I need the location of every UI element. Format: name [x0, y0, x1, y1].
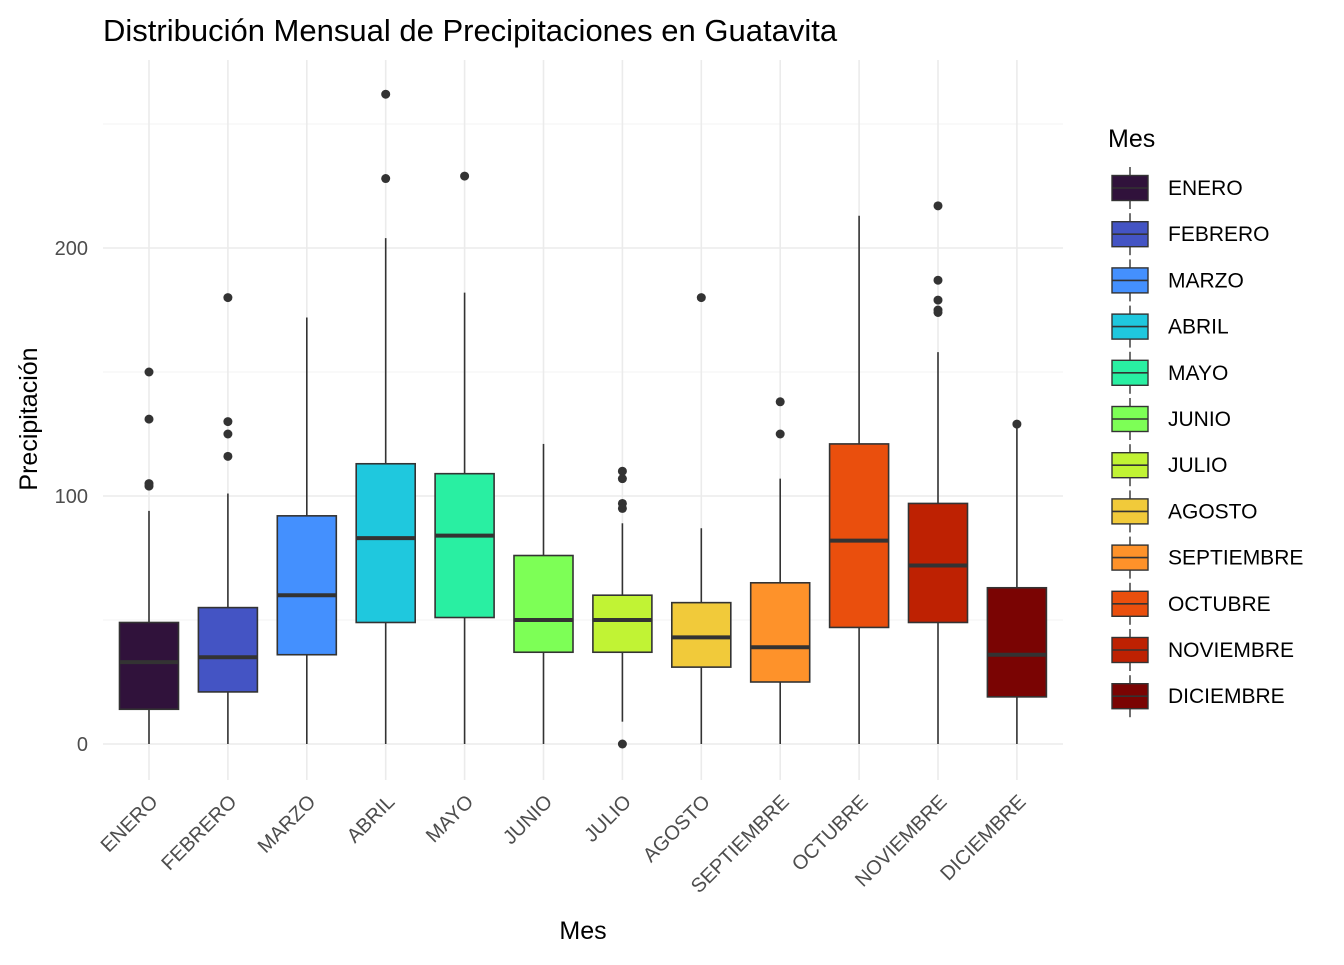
x-tick-label: JUNIO — [499, 791, 557, 849]
outlier-point — [144, 414, 154, 424]
box-enero — [118, 367, 180, 744]
legend-label: JULIO — [1168, 454, 1228, 477]
box-body — [276, 515, 338, 656]
outlier-point — [617, 474, 627, 484]
box-body — [670, 601, 732, 668]
y-axis-title: Precipitación — [15, 347, 43, 490]
box-body — [118, 621, 180, 711]
legend-label: SEPTIEMBRE — [1168, 547, 1303, 570]
legend: Mes ENERO FEBRERO MARZO ABRIL MAYO JUNIO JULIO… — [1108, 125, 1303, 718]
x-tick-label: ABRIL — [343, 791, 399, 847]
box-diciembre — [986, 419, 1048, 744]
y-tick-label: 0 — [77, 734, 88, 756]
box-noviembre — [907, 201, 969, 744]
outlier-point — [1012, 419, 1022, 429]
chart-title: Distribución Mensual de Precipitaciones … — [103, 13, 838, 48]
y-tick-label: 100 — [55, 486, 88, 508]
box-agosto — [670, 293, 732, 744]
legend-item-marzo: MARZO — [1111, 259, 1244, 302]
box-febrero — [197, 293, 259, 744]
outlier-point — [223, 451, 233, 461]
legend-item-junio: JUNIO — [1111, 398, 1231, 440]
legend-label: MAYO — [1168, 362, 1228, 385]
legend-item-febrero: FEBRERO — [1111, 213, 1270, 256]
legend-item-mayo: MAYO — [1111, 351, 1228, 394]
box-body — [434, 472, 495, 619]
x-tick-label: AGOSTO — [639, 791, 715, 867]
outlier-point — [381, 174, 391, 184]
box-septiembre — [749, 397, 811, 744]
legend-label: ABRIL — [1168, 316, 1229, 339]
x-tick-label: MARZO — [254, 791, 321, 858]
box-body — [197, 606, 259, 693]
box-body — [907, 502, 969, 624]
outlier-point — [775, 397, 785, 407]
box-octubre — [828, 215, 890, 744]
x-tick-label: OCTUBRE — [788, 791, 873, 876]
legend-item-abril: ABRIL — [1111, 305, 1229, 348]
outlier-point — [933, 307, 943, 317]
x-tick-label: DICIEMBRE — [936, 791, 1030, 885]
legend-label: FEBRERO — [1168, 223, 1270, 246]
legend-label: ENERO — [1168, 177, 1243, 200]
box-series — [118, 89, 1048, 749]
outlier-point — [617, 503, 627, 513]
y-tick-label: 200 — [55, 238, 88, 260]
outlier-point — [933, 201, 943, 211]
legend-item-enero: ENERO — [1111, 167, 1243, 209]
legend-item-septiembre: SEPTIEMBRE — [1111, 536, 1303, 579]
outlier-point — [144, 481, 154, 491]
legend-label: DICIEMBRE — [1168, 685, 1285, 708]
outlier-point — [144, 367, 154, 377]
legend-label: OCTUBRE — [1168, 593, 1271, 616]
box-body — [513, 554, 574, 654]
outlier-point — [617, 739, 627, 749]
outlier-point — [223, 417, 233, 427]
outlier-point — [223, 429, 233, 439]
legend-item-octubre: OCTUBRE — [1111, 582, 1271, 625]
outlier-point — [460, 171, 470, 181]
outlier-point — [223, 293, 233, 303]
box-marzo — [276, 317, 338, 744]
legend-label: NOVIEMBRE — [1168, 639, 1294, 662]
legend-label: MARZO — [1168, 269, 1244, 292]
box-junio — [513, 443, 574, 744]
legend-label: JUNIO — [1168, 408, 1231, 431]
box-julio — [592, 466, 653, 749]
outlier-point — [775, 429, 785, 439]
box-abril — [355, 89, 417, 744]
legend-label: AGOSTO — [1168, 500, 1257, 523]
outlier-point — [617, 466, 627, 476]
legend-item-julio: JULIO — [1111, 444, 1228, 487]
box-body — [355, 462, 417, 624]
box-body — [828, 443, 890, 629]
box-body — [986, 586, 1048, 698]
x-tick-label: ENERO — [97, 791, 163, 857]
box-body — [749, 581, 811, 683]
legend-item-diciembre: DICIEMBRE — [1111, 675, 1285, 718]
legend-item-agosto: AGOSTO — [1111, 490, 1257, 533]
box-body — [592, 594, 653, 654]
legend-title: Mes — [1108, 125, 1155, 153]
x-axis-title: Mes — [559, 917, 606, 945]
outlier-point — [696, 293, 706, 303]
outlier-point — [933, 275, 943, 285]
legend-item-noviembre: NOVIEMBRE — [1111, 629, 1294, 671]
outlier-point — [933, 295, 943, 305]
outlier-point — [381, 89, 391, 99]
x-tick-label: MAYO — [422, 791, 478, 847]
x-tick-label: FEBRERO — [158, 791, 242, 875]
x-tick-label: JULIO — [580, 791, 636, 847]
box-mayo — [434, 171, 495, 744]
